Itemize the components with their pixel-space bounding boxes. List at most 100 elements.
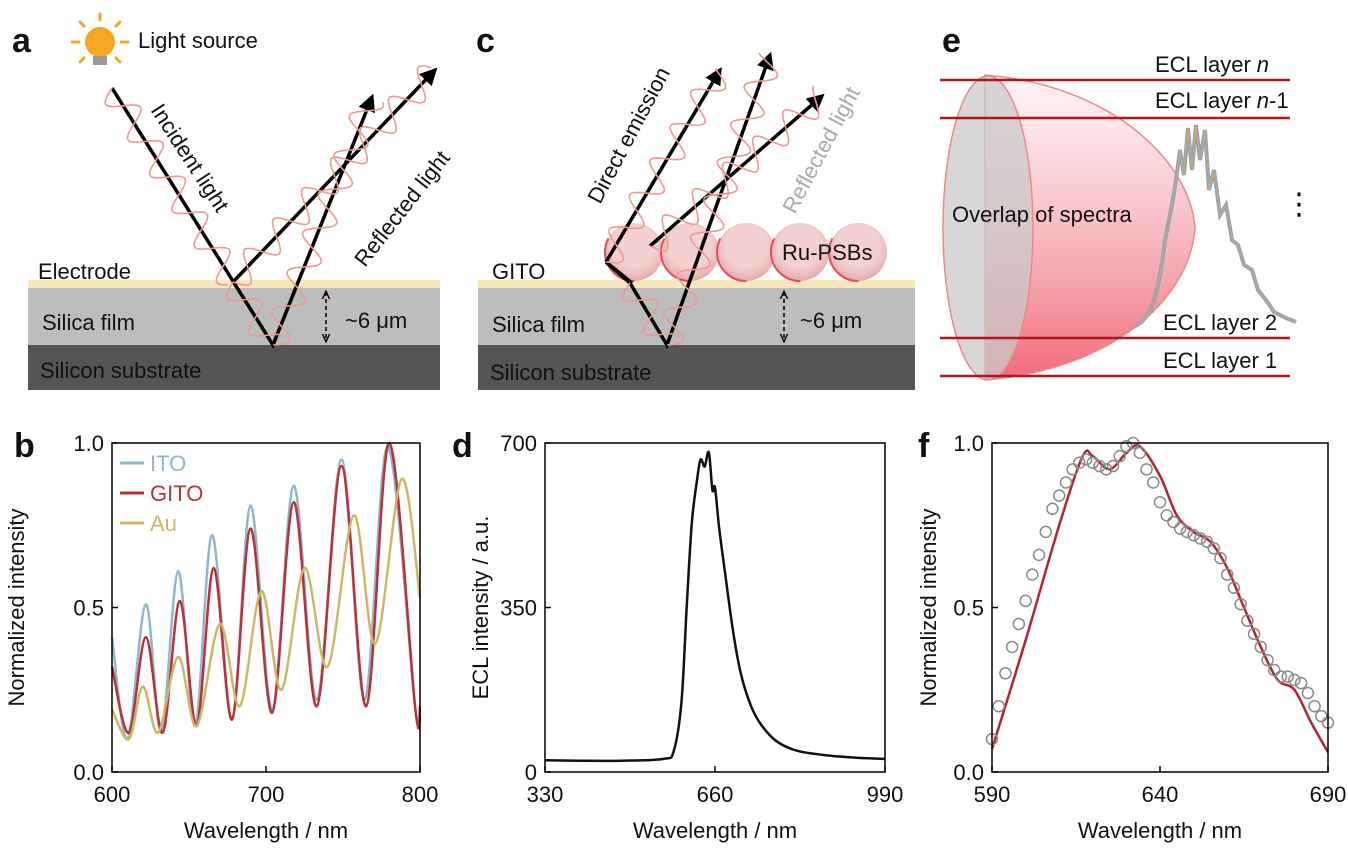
data-point	[1026, 568, 1039, 581]
light-source-label: Light source	[138, 28, 258, 53]
panel-e: e Overlap of spectra ⋮ ECL layer n ECL la…	[940, 22, 1314, 381]
particles-label: Ru-PSBs	[782, 240, 872, 265]
y-axis-label: Normalized intensity	[916, 508, 941, 706]
y-tick-label: 350	[500, 596, 537, 621]
legend-label: GITO	[150, 481, 203, 506]
x-tick-label: 600	[94, 782, 131, 807]
data-point	[1032, 548, 1046, 562]
layer-label: ECL layer 2	[1163, 310, 1277, 335]
data-point	[1066, 463, 1079, 476]
light-wave	[232, 65, 432, 286]
data-point	[1106, 459, 1120, 473]
data-point	[1046, 502, 1059, 516]
y-tick-label: 0.0	[73, 760, 104, 785]
data-line	[110, 477, 422, 741]
layer-index: n	[1257, 52, 1269, 77]
legend-label: Au	[150, 511, 177, 536]
data-point	[1005, 640, 1019, 654]
light-wave	[104, 87, 231, 286]
x-axis-label: Wavelength / nm	[184, 818, 348, 843]
layer-label: ECL layer n	[1155, 52, 1269, 77]
data-point	[1180, 525, 1194, 539]
data-point	[1267, 663, 1281, 677]
layer-label: ECL layer 1	[1163, 348, 1277, 373]
panel-label: f	[918, 427, 930, 465]
data-point	[1281, 670, 1294, 683]
data-point	[1160, 509, 1173, 522]
spectrum-line	[1134, 124, 1297, 327]
chart: f 590 640 690 0.0 0.5 1.0 Wavelength / nm Normal…	[916, 427, 1346, 843]
data-point	[1274, 670, 1288, 683]
electrode-layer	[478, 280, 915, 288]
light-wave	[621, 282, 680, 339]
thickness-label: ~6 μm	[345, 308, 407, 333]
data-point	[1194, 532, 1207, 545]
data-point	[1187, 528, 1200, 542]
panel-label: a	[12, 22, 32, 60]
plot-frame	[991, 442, 1329, 773]
electrode-label: Electrode	[38, 259, 131, 284]
y-tick-label: 700	[500, 431, 537, 456]
data-point	[1294, 676, 1308, 690]
y-tick-label: 0.0	[953, 760, 984, 785]
light-path	[648, 93, 825, 248]
data-point	[1147, 476, 1160, 489]
overlap-label: Overlap of spectra	[952, 202, 1133, 227]
electrode-label: GITO	[492, 259, 545, 284]
chart: d 330 660 990 0 350 700 Wavelength / nm ECL inte…	[452, 427, 903, 843]
layer-index: n	[1257, 88, 1269, 113]
silica-label: Silica film	[42, 310, 135, 335]
data-point	[1039, 525, 1053, 539]
data-point	[1086, 456, 1100, 469]
y-tick-label: 0	[525, 760, 537, 785]
data-point	[1220, 568, 1234, 581]
data-point	[1247, 627, 1261, 641]
overlap-shape	[942, 75, 1034, 381]
overlap-shape	[984, 74, 1196, 381]
charts: b 600 700 800 0.0 0.5 1.0 Wavelength / nm Normal…	[4, 427, 1346, 843]
chart: b 600 700 800 0.0 0.5 1.0 Wavelength / nm Normal…	[4, 427, 438, 843]
data-point	[1301, 686, 1315, 700]
x-tick-label: 690	[1310, 782, 1347, 807]
data-point	[1019, 594, 1032, 608]
light-wave	[270, 102, 385, 346]
x-tick-label: 700	[248, 782, 285, 807]
x-tick-label: 800	[402, 782, 439, 807]
plot-frame	[544, 442, 886, 773]
light-wave	[225, 281, 286, 338]
data-line	[544, 450, 886, 763]
data-point	[1012, 617, 1026, 631]
y-tick-label: 1.0	[73, 431, 104, 456]
substrate-label: Silicon substrate	[490, 360, 651, 385]
spectrum-icon	[1134, 124, 1297, 328]
data-point	[999, 667, 1012, 680]
silica-layer	[478, 288, 915, 345]
data-point	[1099, 463, 1113, 476]
x-axis-label: Wavelength / nm	[1078, 818, 1242, 843]
data-point	[1140, 463, 1153, 476]
data-point	[1113, 449, 1126, 463]
panel-label: e	[942, 22, 961, 60]
layer-text: ECL layer	[1155, 88, 1251, 113]
silica-label: Silica film	[492, 312, 585, 337]
light-wave	[605, 68, 727, 264]
data-point	[1234, 597, 1247, 611]
data-point	[1120, 440, 1133, 453]
wave-decorations	[104, 52, 820, 346]
reflected-label: Reflected light	[777, 83, 865, 218]
data-point	[1073, 456, 1086, 469]
data-point	[1207, 542, 1221, 555]
data-point	[1315, 709, 1328, 723]
data-point	[1059, 476, 1073, 489]
data-point	[1214, 551, 1227, 565]
data-point	[1254, 640, 1268, 654]
data-point	[1173, 522, 1187, 535]
y-axis-label: ECL intensity / a.u.	[468, 516, 493, 700]
panel-label: d	[452, 427, 473, 465]
y-tick-label: 1.0	[953, 431, 984, 456]
data-line	[990, 443, 1330, 753]
data-point	[1308, 699, 1321, 713]
data-point	[1288, 673, 1301, 687]
